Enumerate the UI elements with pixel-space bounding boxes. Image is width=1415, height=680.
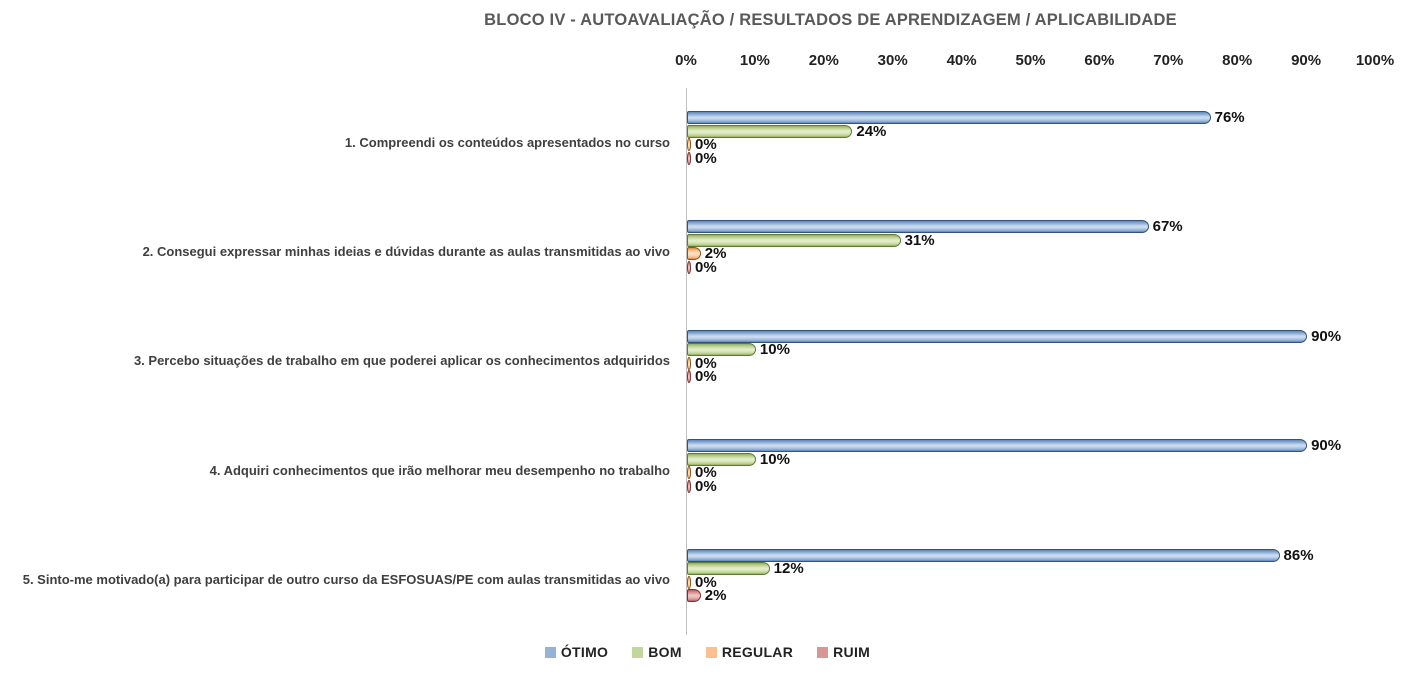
bar-value-label: 0% [695, 258, 717, 276]
x-axis-tick: 20% [808, 52, 839, 69]
legend: ÓTIMO BOM REGULAR RUIM [0, 644, 1415, 660]
category-label-row: 5. Sinto-me motivado(a) para participar … [0, 552, 670, 608]
chart-title: BLOCO IV - AUTOAVALIAÇÃO / RESULTADOS DE… [484, 11, 1177, 29]
bar-value-label: 90% [1311, 437, 1342, 455]
legend-swatch-icon [544, 646, 556, 658]
bar-bom-q5 [687, 562, 770, 576]
legend-item-regular: REGULAR [705, 644, 794, 660]
category-label-row: 2. Consegui expressar minhas ideias e dú… [0, 224, 670, 280]
bar-ótimo-q4 [687, 439, 1308, 453]
bar-value-label: 31% [904, 231, 935, 249]
bar-value-label: 86% [1283, 546, 1314, 564]
category-label: 4. Adquiri conhecimentos que irão melhor… [209, 462, 670, 478]
bar-value-label: 0% [695, 149, 717, 167]
x-axis-tick: 10% [739, 52, 770, 69]
x-axis-tick: 0% [675, 52, 697, 69]
bar-bom-q3 [687, 343, 756, 357]
bar-value-label: 12% [773, 560, 804, 578]
bar-ruim-q2 [687, 260, 691, 274]
bar-value-label: 10% [759, 341, 790, 359]
legend-label: REGULAR [721, 644, 794, 660]
category-label-row: 3. Percebo situações de trabalho em que … [0, 334, 670, 390]
bar-value-label: 10% [759, 450, 790, 468]
bar-value-label: 0% [695, 354, 717, 372]
bar-regular-q5 [687, 575, 691, 589]
bar-value-label: 0% [695, 464, 717, 482]
bar-ótimo-q1 [687, 111, 1211, 124]
category-label: 5. Sinto-me motivado(a) para participar … [22, 572, 670, 588]
x-axis-tick: 50% [1015, 52, 1046, 69]
legend-item-ruim: RUIM [817, 644, 870, 660]
bar-ótimo-q5 [687, 548, 1280, 562]
bar-ótimo-q3 [687, 329, 1308, 343]
x-axis-tick: 60% [1084, 52, 1115, 69]
bar-value-label: 24% [856, 122, 887, 140]
legend-swatch-icon [817, 646, 829, 658]
x-axis-tick: 90% [1291, 52, 1322, 69]
legend-label: BOM [648, 644, 682, 660]
bar-regular-q2 [687, 247, 701, 261]
category-label: 1. Compreendi os conteúdos apresentados … [344, 134, 670, 150]
bar-value-label: 0% [695, 136, 717, 153]
bar-value-label: 0% [695, 573, 717, 591]
x-axis-tick: 80% [1222, 52, 1253, 69]
bar-ótimo-q2 [687, 220, 1149, 234]
bar-value-label: 76% [1214, 109, 1245, 126]
legend-item-ótimo: ÓTIMO [544, 644, 609, 660]
legend-label: ÓTIMO [560, 644, 609, 660]
bar-value-label: 0% [695, 368, 717, 386]
bar-value-label: 90% [1311, 327, 1342, 345]
legend-item-bom: BOM [632, 644, 682, 660]
legend-swatch-icon [632, 646, 644, 658]
x-axis-tick: 100% [1355, 52, 1395, 69]
x-axis-tick: 30% [877, 52, 908, 69]
bar-bom-q2 [687, 233, 901, 247]
bar-value-label: 67% [1152, 218, 1183, 236]
category-label-row: 1. Compreendi os conteúdos apresentados … [0, 115, 670, 171]
legend-swatch-icon [705, 646, 717, 658]
category-label: 3. Percebo situações de trabalho em que … [133, 353, 670, 369]
bar-ruim-q5 [687, 589, 701, 603]
bar-ruim-q1 [687, 151, 691, 165]
bar-regular-q4 [687, 466, 691, 480]
bar-regular-q1 [687, 138, 691, 151]
bar-ruim-q4 [687, 479, 691, 493]
x-axis-tick: 40% [946, 52, 977, 69]
bar-value-label: 2% [704, 245, 727, 263]
bar-bom-q4 [687, 452, 756, 466]
bar-ruim-q3 [687, 370, 691, 384]
category-label-row: 4. Adquiri conhecimentos que irão melhor… [0, 443, 670, 499]
x-axis-tick: 70% [1153, 52, 1184, 69]
bar-value-label: 2% [704, 587, 727, 605]
legend-label: RUIM [833, 644, 871, 660]
category-label: 2. Consegui expressar minhas ideias e dú… [142, 244, 670, 259]
bar-bom-q1 [687, 124, 853, 138]
bar-value-label: 0% [695, 477, 717, 495]
bar-regular-q3 [687, 356, 691, 370]
